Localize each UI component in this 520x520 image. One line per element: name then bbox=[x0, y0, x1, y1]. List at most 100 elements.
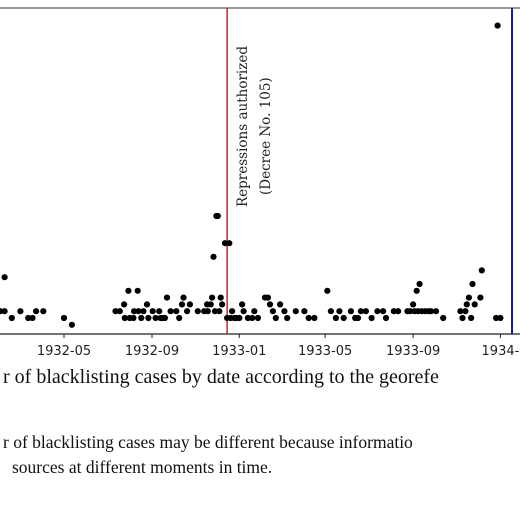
data-point bbox=[17, 308, 24, 315]
data-point bbox=[357, 308, 364, 315]
data-point bbox=[251, 308, 258, 315]
data-point bbox=[1, 308, 8, 315]
data-point bbox=[457, 308, 464, 315]
data-point bbox=[207, 301, 214, 308]
data-point bbox=[432, 308, 440, 315]
data-point bbox=[277, 301, 284, 308]
data-point bbox=[216, 308, 223, 315]
annotation-line-1: Repressions authorized bbox=[235, 46, 251, 207]
data-point bbox=[347, 308, 354, 315]
data-point bbox=[116, 308, 123, 315]
data-point bbox=[131, 308, 138, 315]
data-point bbox=[135, 308, 142, 315]
data-point bbox=[465, 294, 472, 301]
data-point bbox=[281, 308, 288, 315]
figure-caption: r of blacklisting cases by date accordin… bbox=[3, 366, 439, 388]
data-point bbox=[494, 22, 501, 29]
data-point bbox=[209, 294, 216, 301]
data-point bbox=[416, 280, 423, 288]
x-tick-label: 1933-09 bbox=[386, 344, 440, 359]
data-point bbox=[380, 308, 387, 315]
data-point bbox=[413, 287, 420, 294]
data-point bbox=[173, 308, 180, 315]
data-point bbox=[327, 308, 334, 315]
data-point bbox=[254, 314, 261, 322]
data-point bbox=[301, 308, 308, 315]
x-tick-label: 1934- bbox=[482, 344, 520, 359]
annotation: Repressions authorized (Decree No. 105) bbox=[235, 46, 274, 207]
data-point bbox=[382, 314, 390, 322]
data-point bbox=[244, 314, 251, 322]
data-point bbox=[493, 314, 500, 322]
data-point bbox=[336, 308, 343, 315]
data-point bbox=[463, 301, 470, 308]
data-point bbox=[211, 308, 219, 315]
data-point bbox=[138, 314, 145, 322]
data-point bbox=[219, 301, 226, 308]
data-point bbox=[264, 294, 271, 301]
data-point bbox=[178, 301, 186, 308]
data-point bbox=[161, 314, 168, 322]
data-point bbox=[145, 314, 152, 322]
data-point bbox=[140, 308, 147, 315]
data-point bbox=[156, 308, 163, 315]
data-point bbox=[497, 314, 504, 322]
x-tick-label: 1933-05 bbox=[298, 344, 352, 359]
data-point bbox=[125, 287, 132, 294]
data-point bbox=[229, 308, 236, 315]
data-point bbox=[477, 294, 484, 301]
x-tick-label: 1933-01 bbox=[212, 344, 266, 359]
data-point bbox=[462, 308, 469, 315]
data-point bbox=[8, 314, 15, 322]
data-point bbox=[217, 294, 224, 301]
data-point bbox=[272, 314, 279, 322]
data-point bbox=[204, 308, 211, 315]
data-point bbox=[240, 308, 247, 315]
data-point bbox=[33, 308, 40, 315]
data-point bbox=[68, 321, 75, 328]
data-point bbox=[40, 308, 47, 315]
data-point bbox=[25, 314, 32, 322]
event-lines bbox=[226, 8, 513, 334]
data-point bbox=[427, 308, 435, 315]
data-point bbox=[143, 301, 151, 308]
data-point bbox=[121, 301, 128, 308]
data-point bbox=[362, 308, 369, 315]
data-point bbox=[407, 308, 414, 315]
data-point bbox=[266, 301, 274, 308]
data-point bbox=[469, 280, 476, 288]
data-point bbox=[184, 308, 191, 315]
data-point bbox=[226, 240, 233, 247]
data-point bbox=[29, 314, 36, 322]
data-point bbox=[468, 314, 475, 322]
data-point bbox=[390, 308, 397, 315]
data-point bbox=[214, 212, 221, 220]
x-tick-label: 1932-05 bbox=[37, 344, 91, 359]
data-point bbox=[284, 314, 291, 322]
plot-frame bbox=[0, 7, 520, 335]
data-point bbox=[130, 314, 137, 322]
data-point bbox=[152, 314, 159, 322]
data-point bbox=[163, 294, 171, 301]
data-point bbox=[368, 314, 375, 322]
data-point bbox=[210, 253, 217, 260]
data-point bbox=[354, 314, 362, 322]
data-point bbox=[180, 294, 187, 301]
data-point bbox=[440, 314, 447, 322]
data-point bbox=[221, 240, 229, 247]
data-point bbox=[176, 314, 183, 322]
data-point bbox=[60, 314, 68, 322]
data-point bbox=[236, 314, 243, 322]
data-point bbox=[459, 314, 466, 322]
data-point bbox=[292, 308, 299, 315]
data-point bbox=[305, 314, 312, 322]
x-axis-ticks: 1932-05 1932-09 1933-01 1933-05 1933-09 1934- bbox=[37, 334, 520, 359]
data-points bbox=[0, 22, 504, 328]
data-point bbox=[340, 314, 347, 322]
data-point bbox=[311, 314, 318, 322]
data-point bbox=[167, 308, 174, 315]
data-point bbox=[324, 287, 331, 294]
data-point bbox=[410, 301, 417, 308]
data-point bbox=[249, 314, 256, 322]
